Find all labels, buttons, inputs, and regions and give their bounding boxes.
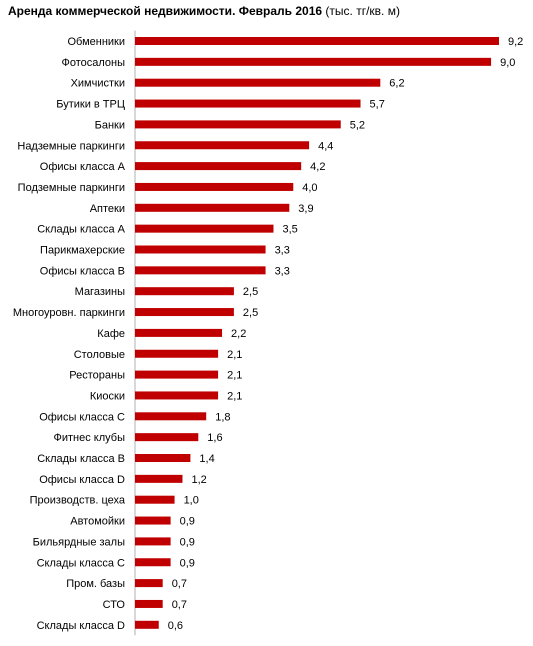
- data-label: 0,9: [180, 516, 195, 528]
- data-label: 1,6: [207, 432, 222, 444]
- category-label: Подземные паркинги: [18, 182, 125, 194]
- category-label: Офисы класса В: [40, 265, 125, 277]
- data-label: 0,7: [172, 599, 187, 611]
- category-label: Парикмахерские: [40, 245, 125, 257]
- category-label: Офисы класса D: [39, 474, 125, 486]
- bar: [135, 266, 266, 275]
- bar: [135, 287, 234, 296]
- bar: [135, 412, 207, 421]
- data-label: 4,0: [302, 182, 317, 194]
- bar: [135, 433, 199, 442]
- data-label: 3,5: [282, 224, 297, 236]
- category-label: Склады класса А: [37, 224, 125, 236]
- category-label: Обменники: [67, 36, 125, 48]
- bar: [135, 162, 302, 171]
- data-label: 2,1: [227, 349, 242, 361]
- data-label: 2,1: [227, 390, 242, 402]
- bar: [135, 328, 223, 337]
- bar: [135, 245, 266, 254]
- data-label: 0,9: [180, 536, 195, 548]
- category-label: Надземные паркинги: [17, 140, 125, 152]
- data-label: 9,2: [508, 36, 523, 48]
- category-label: Киоски: [90, 390, 125, 402]
- data-label: 2,5: [243, 286, 258, 298]
- data-label: 3,3: [275, 265, 290, 277]
- bar: [135, 78, 381, 87]
- data-label: 5,2: [350, 119, 365, 131]
- bar: [135, 391, 219, 400]
- data-label: 1,4: [199, 453, 214, 465]
- bar: [135, 203, 290, 212]
- bar: [135, 599, 163, 608]
- category-label: Химчистки: [71, 78, 125, 90]
- bar: [135, 99, 361, 108]
- category-label: Склады класса D: [37, 620, 125, 632]
- bar: [135, 620, 159, 629]
- category-label: Склады класса С: [37, 557, 125, 569]
- data-label: 0,6: [168, 620, 183, 632]
- category-label: Аптеки: [90, 203, 125, 215]
- bar: [135, 516, 171, 525]
- bar: [135, 558, 171, 567]
- bar: [135, 579, 163, 588]
- category-label: Пром. базы: [66, 578, 125, 590]
- data-label: 2,5: [243, 307, 258, 319]
- category-label: Столовые: [74, 349, 125, 361]
- chart-unit: (тыс. тг/кв. м): [325, 4, 400, 18]
- data-label: 4,2: [310, 161, 325, 173]
- category-label: СТО: [103, 599, 126, 611]
- data-label: 0,9: [180, 557, 195, 569]
- bars-group: [135, 37, 499, 629]
- category-label: Производств. цеха: [30, 495, 126, 507]
- bar: [135, 57, 492, 66]
- bar: [135, 349, 219, 358]
- chart-title-text: Аренда коммерческой недвижимости. Феврал…: [8, 4, 323, 18]
- data-label: 2,1: [227, 370, 242, 382]
- bar: [135, 474, 183, 483]
- bar: [135, 454, 191, 462]
- category-label: Автомойки: [70, 516, 125, 528]
- data-label: 1,0: [184, 495, 199, 507]
- bar: [135, 141, 310, 150]
- category-label: Кафе: [97, 328, 125, 340]
- data-label: 1,8: [215, 411, 230, 423]
- category-label: Офисы класса А: [40, 161, 126, 173]
- data-label: 2,2: [231, 328, 246, 340]
- data-label: 3,9: [298, 203, 313, 215]
- category-label: Фитнес клубы: [54, 432, 126, 444]
- category-label: Магазины: [75, 286, 125, 298]
- data-label: 6,2: [389, 78, 404, 90]
- category-label: Офисы класса С: [39, 411, 125, 423]
- bar: [135, 308, 234, 317]
- bar: [135, 370, 219, 379]
- category-label: Склады класса В: [37, 453, 125, 465]
- category-label: Фотосалоны: [61, 57, 125, 69]
- category-labels-group: Обменники Фотосалоны Химчистки Бутики в ТРЦ…: [13, 36, 126, 632]
- category-label: Бутики в ТРЦ: [56, 99, 125, 111]
- data-label: 9,0: [500, 57, 515, 69]
- data-label: 0,7: [172, 578, 187, 590]
- value-labels-group: 9,2 9,0 6,2 5,7 5,2 4,4 4,2 4,0 3,93,5 3,3 3,3 2,5 2…: [168, 36, 524, 632]
- data-label: 3,3: [275, 245, 290, 257]
- bar: [135, 537, 171, 546]
- data-label: 4,4: [318, 140, 333, 152]
- bar: [135, 37, 499, 45]
- category-label: Рестораны: [69, 370, 125, 382]
- bar: [135, 182, 294, 191]
- bar: [135, 120, 341, 129]
- data-label: 5,7: [370, 99, 385, 111]
- category-label: Бильярдные залы: [33, 536, 125, 548]
- chart-title: Аренда коммерческой недвижимости. Феврал…: [8, 4, 400, 18]
- bar: [135, 224, 274, 233]
- category-label: Многоуровн. паркинги: [13, 307, 125, 319]
- category-label: Банки: [95, 119, 125, 131]
- data-label: 1,2: [191, 474, 206, 486]
- bar: [135, 495, 175, 504]
